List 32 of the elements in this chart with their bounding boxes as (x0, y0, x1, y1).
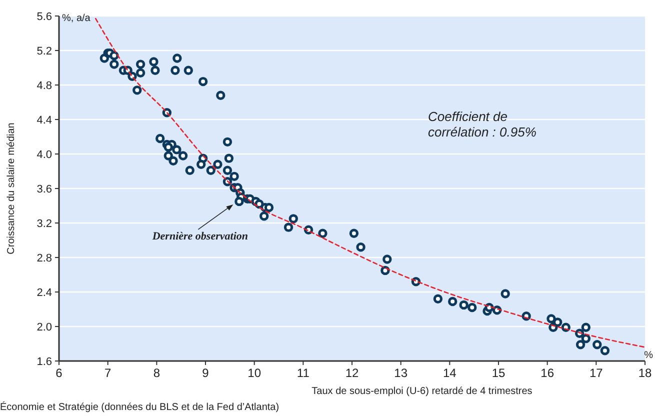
y-tick-label: 4.0 (36, 148, 52, 161)
x-tick-label: 8 (153, 366, 160, 380)
y-tick-label: 2.0 (36, 321, 52, 334)
x-axis-title: Taux de sous-emploi (U-6) retardé de 4 trimestres (312, 386, 532, 397)
x-tick-label: 18 (638, 366, 652, 380)
y-axis-title: Croissance du salaire médian (6, 122, 17, 254)
line-series (94, 18, 646, 348)
x-tick-label: 12 (345, 366, 359, 380)
x-tick-label: 11 (296, 366, 310, 380)
y-tick-label: 2.8 (36, 252, 52, 264)
x-tick-label: 9 (202, 366, 210, 380)
annotation: Coefficient de corrélation : 0.95% (428, 109, 536, 140)
x-tick-label: 14 (442, 366, 457, 380)
y-tick-label: 2.4 (36, 286, 52, 299)
annotation: %, a/a (62, 13, 91, 24)
y-tick-label: 3.6 (36, 183, 52, 196)
text: Économie et Stratégie (données du BLS et de la Fed d’Atlanta) (0, 401, 280, 413)
annotation: Dernière observation (151, 230, 248, 242)
x-tick-label: 6 (56, 366, 63, 380)
y-tick-label: 5.2 (36, 45, 52, 58)
x-tick-label: 17 (589, 366, 604, 380)
x-tick-label: 10 (248, 366, 262, 380)
y-tick-label: 4.8 (36, 80, 52, 92)
annotation: % (644, 350, 654, 361)
y-tick-label: 1.6 (36, 356, 52, 368)
x-tick-label: 16 (540, 366, 554, 380)
x-tick-label: 13 (394, 366, 408, 380)
y-tick-label: 3.2 (36, 218, 52, 230)
x-tick-label: 15 (492, 366, 506, 380)
x-tick-label: 7 (104, 366, 112, 380)
y-tick-label: 4.4 (36, 114, 52, 126)
y-tick-label: 5.6 (36, 10, 52, 23)
